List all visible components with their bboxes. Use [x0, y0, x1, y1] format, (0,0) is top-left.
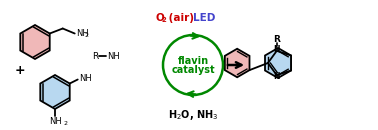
Text: LED: LED: [193, 13, 215, 23]
Polygon shape: [40, 75, 70, 109]
Polygon shape: [20, 25, 50, 59]
Text: N: N: [273, 45, 280, 54]
Text: R: R: [273, 35, 280, 44]
Text: NH: NH: [76, 29, 88, 38]
Polygon shape: [225, 49, 249, 77]
Text: flavin: flavin: [177, 56, 209, 66]
Text: NH: NH: [49, 118, 61, 126]
Text: 2: 2: [161, 17, 166, 23]
Text: +: +: [15, 63, 25, 76]
Text: 2: 2: [64, 121, 68, 126]
Text: NH: NH: [79, 74, 91, 83]
Text: catalyst: catalyst: [171, 65, 215, 75]
Text: N: N: [273, 72, 280, 81]
Polygon shape: [265, 48, 291, 78]
Text: (air): (air): [165, 13, 198, 23]
Text: H$_2$O, NH$_3$: H$_2$O, NH$_3$: [168, 108, 218, 122]
Text: NH: NH: [107, 51, 120, 60]
Text: O: O: [155, 13, 164, 23]
Text: 2: 2: [84, 32, 88, 37]
Text: R: R: [92, 51, 98, 60]
Polygon shape: [268, 51, 291, 75]
